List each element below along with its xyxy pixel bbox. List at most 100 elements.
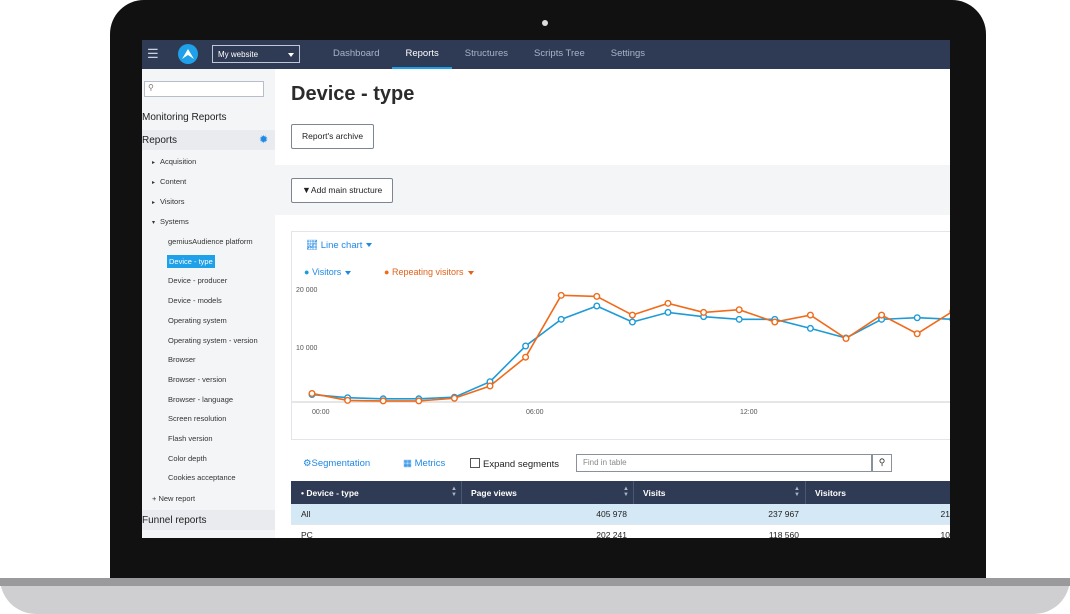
sidebar-group-systems[interactable]: ▾ Systems [152,217,189,226]
table-row[interactable]: PC 202 241 118 560 10 [291,524,950,538]
sidebar-group-visitors[interactable]: ▸ Visitors [152,197,184,206]
column-page-views[interactable]: Page views [471,488,517,498]
data-point[interactable] [878,311,886,319]
data-point[interactable] [486,382,494,390]
data-point[interactable] [557,291,565,299]
data-point[interactable] [344,396,352,404]
sidebar-item-device-models[interactable]: Device - models [168,296,222,305]
series-select-visitors[interactable]: ● Visitors [304,267,352,277]
data-point[interactable] [735,315,743,323]
data-point[interactable] [593,292,601,300]
nav-settings[interactable]: Settings [610,48,646,59]
data-point[interactable] [522,353,530,361]
data-point[interactable] [664,299,672,307]
chart-type-select[interactable]: 📈︎ Line chart [306,240,373,251]
checkbox-box[interactable] [470,458,480,468]
find-in-table-input[interactable]: Find in table [576,454,872,472]
sidebar-item-color-depth[interactable]: Color depth [168,454,207,463]
sidebar-item-device-type[interactable]: Device - type [167,255,215,268]
sidebar-group-label: Visitors [160,197,185,206]
laptop-base-edge [0,578,1070,586]
sidebar-reports[interactable]: Reports [142,135,178,146]
row-label: All [301,509,311,519]
series-layer [308,291,950,405]
caret-down-icon: ▾ [152,220,156,226]
sidebar-item-screen-resolution[interactable]: Screen resolution [168,414,227,423]
metrics-label: Metrics [414,458,446,469]
data-point[interactable] [308,389,316,397]
app-logo[interactable] [178,44,198,64]
data-point[interactable] [806,324,814,332]
segmentation-label: Segmentation [311,458,371,469]
caret-right-icon: ▸ [152,200,156,206]
data-point[interactable] [913,330,921,338]
expand-segments-checkbox[interactable]: Expand segments [470,458,559,470]
data-point[interactable] [522,342,530,350]
data-point[interactable] [557,315,565,323]
segmentation-button[interactable]: ⚙Segmentation [303,458,370,469]
sidebar-group-acquisition[interactable]: ▸ Acquisition [152,157,196,166]
nav-dashboard[interactable]: Dashboard [333,48,380,59]
chevron-down-icon [345,270,352,275]
nav-reports[interactable]: Reports [392,40,452,69]
data-point[interactable] [842,335,850,343]
sidebar-item-os-version[interactable]: Operating system - version [168,336,258,345]
sidebar-item-browser[interactable]: Browser [168,355,196,364]
sidebar-item-cookies-acceptance[interactable]: Cookies acceptance [168,473,236,482]
gear-icon[interactable]: ✹ [259,134,269,146]
new-report-link[interactable]: + New report [152,494,196,503]
sidebar-item-flash-version[interactable]: Flash version [168,434,213,443]
line-chart-svg: 20 000 10 000 00:00 06:00 12:00 [292,287,950,416]
add-main-structure-button[interactable]: ▼Add main structure [291,178,394,203]
nav-structures[interactable]: Structures [464,48,509,59]
column-visitors[interactable]: Visitors [815,488,847,498]
chart-panel: 📈︎ Line chart ● Visitors ● Repeating vis… [291,231,950,440]
data-point[interactable] [735,306,743,314]
data-point[interactable] [806,311,814,319]
sort-icon[interactable]: ▲ ▼ [451,486,457,498]
sidebar-item-device-producer[interactable]: Device - producer [168,276,228,285]
reports-archive-button[interactable]: Report's archive [291,124,375,149]
sidebar-search-input[interactable]: ⚲ [144,81,264,97]
data-point[interactable] [379,397,387,405]
row-label[interactable]: PC [301,530,313,538]
sidebar-item-browser-language[interactable]: Browser - language [168,395,234,404]
column-divider [805,481,806,504]
data-point[interactable] [450,394,458,402]
data-point[interactable] [913,314,921,322]
sidebar-group-content[interactable]: ▸ Content [152,177,186,186]
data-point[interactable] [628,318,636,326]
chevron-down-icon [288,53,294,57]
sidebar-group-label: Content [160,177,187,186]
menu-icon[interactable]: ☰ [147,46,159,61]
sidebar-funnel-reports[interactable]: Funnel reports [142,515,207,526]
sidebar-item-gemiusaudience[interactable]: gemiusAudience platform [168,237,253,246]
column-divider [633,481,634,504]
series-select-label: Visitors [311,267,342,277]
y-tick-label: 20 000 [296,287,318,294]
chevron-down-icon [467,270,474,275]
table-toolbar: ⚙Segmentation ▦ Metrics Expand segments … [291,453,950,475]
sidebar-item-browser-version[interactable]: Browser - version [168,375,227,384]
series-select-repeating[interactable]: ● Repeating visitors [384,267,474,277]
data-point[interactable] [664,308,672,316]
data-point[interactable] [415,397,423,405]
sidebar-funnel-band [142,510,275,530]
repeating-dot-icon: ● [384,267,390,277]
sidebar-item-operating-system[interactable]: Operating system [168,316,227,325]
sort-icon[interactable]: ▲ ▼ [794,486,800,498]
column-visits[interactable]: Visits [643,488,666,498]
sidebar-group-label: Systems [160,217,189,226]
data-point[interactable] [593,302,601,310]
site-select[interactable]: My website [212,45,300,63]
sort-icon[interactable]: ▲ ▼ [623,486,629,498]
sidebar-monitoring-reports[interactable]: Monitoring Reports [142,112,227,123]
data-point[interactable] [771,318,779,326]
nav-scripts-tree[interactable]: Scripts Tree [534,48,585,59]
table-row[interactable]: All 405 978 237 967 21 [291,504,950,524]
data-point[interactable] [628,311,636,319]
search-icon[interactable]: ⚲ [872,454,892,472]
data-point[interactable] [700,308,708,316]
metrics-button[interactable]: ▦ Metrics [403,458,445,469]
column-device-type[interactable]: • Device - type [301,488,359,498]
